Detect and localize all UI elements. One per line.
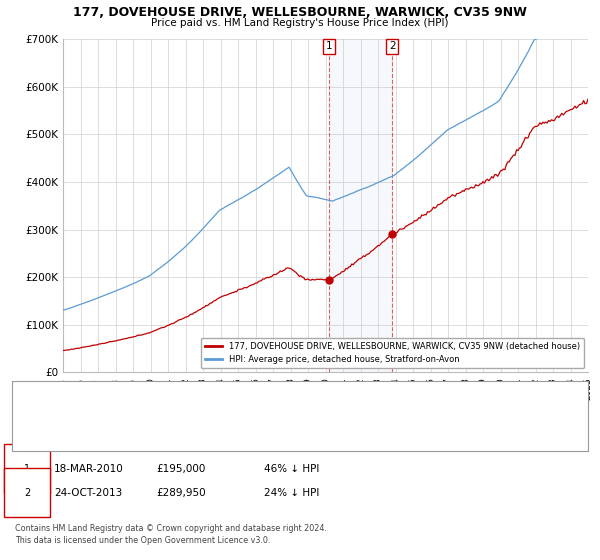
Text: 1: 1 xyxy=(24,464,30,474)
Text: —: — xyxy=(25,431,41,446)
Text: 177, DOVEHOUSE DRIVE, WELLESBOURNE, WARWICK, CV35 9NW: 177, DOVEHOUSE DRIVE, WELLESBOURNE, WARW… xyxy=(73,6,527,18)
Text: 24-OCT-2013: 24-OCT-2013 xyxy=(54,488,122,498)
Text: Price paid vs. HM Land Registry's House Price Index (HPI): Price paid vs. HM Land Registry's House … xyxy=(151,18,449,29)
Text: 2: 2 xyxy=(24,488,30,498)
Text: £195,000: £195,000 xyxy=(156,464,205,474)
Text: 18-MAR-2010: 18-MAR-2010 xyxy=(54,464,124,474)
Text: Contains HM Land Registry data © Crown copyright and database right 2024.
This d: Contains HM Land Registry data © Crown c… xyxy=(15,524,327,545)
Text: £289,950: £289,950 xyxy=(156,488,206,498)
Text: 46% ↓ HPI: 46% ↓ HPI xyxy=(264,464,319,474)
Bar xyxy=(329,39,392,372)
Text: HPI: Average price, detached house, Stratford-on-Avon: HPI: Average price, detached house, Stra… xyxy=(51,434,311,443)
Text: 2: 2 xyxy=(389,41,395,52)
Text: 177, DOVEHOUSE DRIVE, WELLESBOURNE, WARWICK, CV35 9NW (detached house): 177, DOVEHOUSE DRIVE, WELLESBOURNE, WARW… xyxy=(51,417,447,426)
Text: 1: 1 xyxy=(326,41,332,52)
Legend: 177, DOVEHOUSE DRIVE, WELLESBOURNE, WARWICK, CV35 9NW (detached house), HPI: Ave: 177, DOVEHOUSE DRIVE, WELLESBOURNE, WARW… xyxy=(201,338,584,368)
Text: —: — xyxy=(25,414,41,429)
Text: 24% ↓ HPI: 24% ↓ HPI xyxy=(264,488,319,498)
